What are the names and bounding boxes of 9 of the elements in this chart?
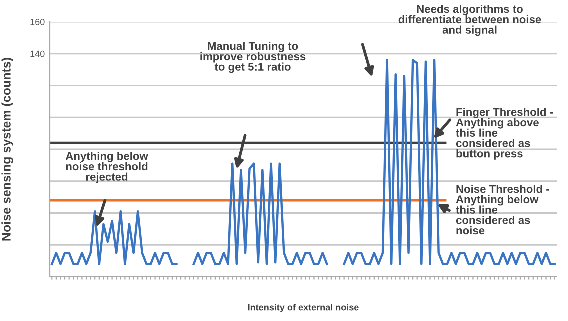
annotation: Manual Tuning to improve robustness to get 5:1 ratio (200, 42, 306, 74)
annotation: Needs algorithms to differentiate between noise and signal (398, 5, 542, 36)
ref-line-label: Finger Threshold - Anything above this line considered as button press (456, 108, 554, 160)
x-axis-title: Intensity of external noise (248, 304, 359, 312)
y-tick-label: 140 (30, 50, 45, 58)
ref-line-label: Noise Threshold - Anything below this line considered as noise (456, 185, 550, 235)
y-axis-title: Noise sensing system (counts) (2, 58, 14, 241)
annotation: Anything below noise threshold rejected (66, 152, 148, 184)
y-tick-label: 160 (30, 18, 45, 26)
